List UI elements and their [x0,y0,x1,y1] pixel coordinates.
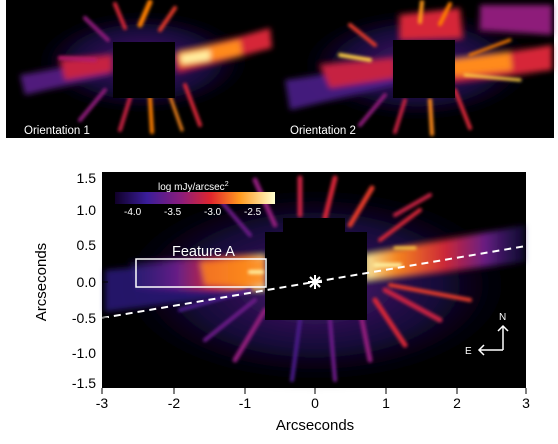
x-tick-1: -3 [96,395,109,411]
feature-a-label: Feature A [172,244,235,260]
feature-a-box [135,258,267,288]
y-axis-label: Arcseconds [33,243,50,321]
orientation-1-label: Orientation 1 [24,125,90,137]
colorbar-tick-2: -3.5 [164,207,182,218]
top-right-panel: Orientation 2 [280,0,554,138]
x-axis-label: Arcseconds [276,417,354,434]
colorbar-tick-1: -4.0 [124,207,142,218]
top-left-panel: Orientation 1 [6,0,280,138]
y-tick-7: -1.5 [72,375,96,391]
compass [477,324,509,356]
star-marker [308,275,322,289]
colorbar-title: log mJy/arcsec2 [158,181,229,193]
x-tick-2: -2 [168,395,181,411]
y-tick-4: 0.0 [77,274,97,290]
colorbar-tick-4: -2.5 [244,207,262,218]
main-panel: Feature A log mJy/arcsec2 -4.0 -3.5 -3.0… [33,170,530,434]
compass-north-label: N [499,312,506,323]
x-tick-7: 3 [522,395,530,411]
y-tick-1: 1.5 [77,170,97,186]
x-tick-3: -1 [239,395,252,411]
x-tick-5: 1 [382,395,390,411]
y-tick-6: -1.0 [72,345,96,361]
colorbar: log mJy/arcsec2 -4.0 -3.5 -3.0 -2.5 [115,181,275,218]
x-tick-4: 0 [311,395,319,411]
compass-east-label: E [465,346,472,357]
x-tick-6: 2 [453,395,461,411]
colorbar-tick-3: -3.0 [204,207,222,218]
colorbar-gradient [115,192,275,204]
y-tick-2: 1.0 [77,202,97,218]
y-tick-3: 0.5 [77,237,97,253]
y-tick-5: -0.5 [72,310,96,326]
orientation-2-label: Orientation 2 [290,125,356,137]
